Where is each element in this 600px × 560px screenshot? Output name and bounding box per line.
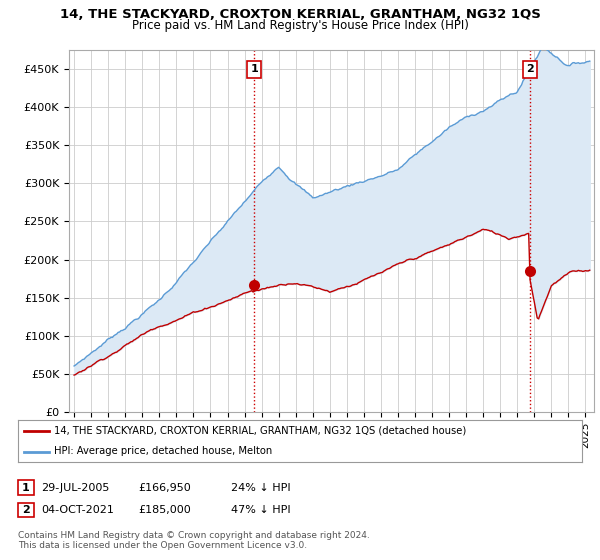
Text: 2: 2: [526, 64, 534, 74]
Text: Contains HM Land Registry data © Crown copyright and database right 2024.
This d: Contains HM Land Registry data © Crown c…: [18, 530, 370, 550]
Text: 29-JUL-2005: 29-JUL-2005: [41, 483, 109, 493]
Text: £166,950: £166,950: [138, 483, 191, 493]
Text: 47% ↓ HPI: 47% ↓ HPI: [231, 505, 290, 515]
Text: 04-OCT-2021: 04-OCT-2021: [41, 505, 113, 515]
Text: HPI: Average price, detached house, Melton: HPI: Average price, detached house, Melt…: [53, 446, 272, 456]
Text: Price paid vs. HM Land Registry's House Price Index (HPI): Price paid vs. HM Land Registry's House …: [131, 19, 469, 32]
Text: 24% ↓ HPI: 24% ↓ HPI: [231, 483, 290, 493]
Text: 2: 2: [22, 505, 29, 515]
Text: 14, THE STACKYARD, CROXTON KERRIAL, GRANTHAM, NG32 1QS (detached house): 14, THE STACKYARD, CROXTON KERRIAL, GRAN…: [53, 426, 466, 436]
Text: 14, THE STACKYARD, CROXTON KERRIAL, GRANTHAM, NG32 1QS: 14, THE STACKYARD, CROXTON KERRIAL, GRAN…: [59, 8, 541, 21]
Text: 1: 1: [22, 483, 29, 493]
Text: £185,000: £185,000: [138, 505, 191, 515]
Text: 1: 1: [250, 64, 258, 74]
